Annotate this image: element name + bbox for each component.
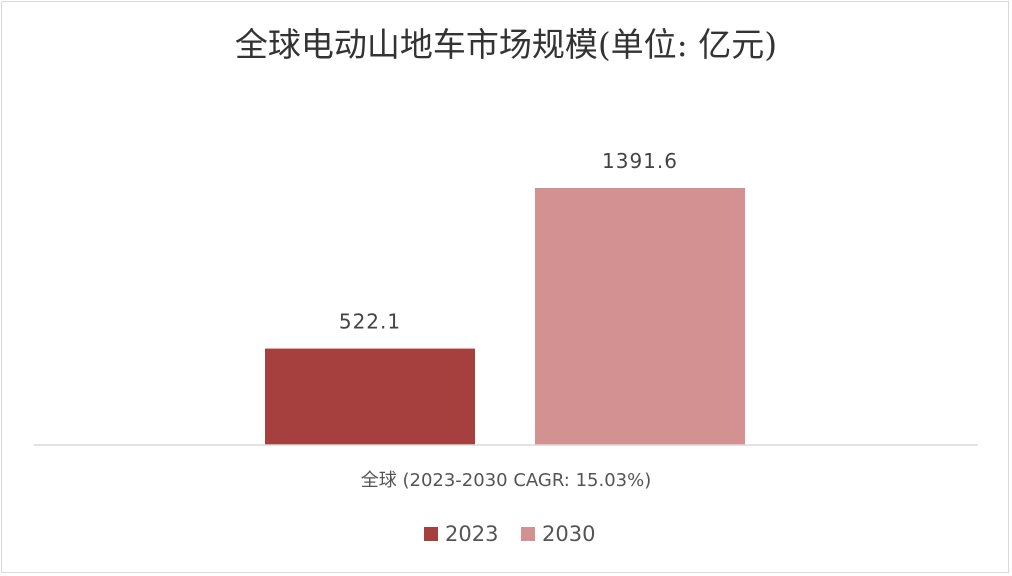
legend: 2023 2030 — [424, 522, 595, 546]
bars-layer: 522.1 1391.6 — [265, 149, 745, 445]
legend-label-2023: 2023 — [445, 522, 498, 546]
legend-label-2030: 2030 — [542, 522, 595, 546]
category-label: 全球 (2023-2030 CAGR: 15.03%) — [361, 470, 652, 491]
data-label-2023: 522.1 — [339, 310, 401, 334]
legend-swatch-2023 — [424, 527, 438, 541]
chart-title: 全球电动山地车市场规模(单位: 亿元) — [235, 25, 777, 64]
legend-swatch-2030 — [521, 527, 535, 541]
bar-2030 — [535, 188, 745, 445]
bar-2023 — [265, 348, 475, 445]
data-label-2030: 1391.6 — [602, 149, 678, 173]
